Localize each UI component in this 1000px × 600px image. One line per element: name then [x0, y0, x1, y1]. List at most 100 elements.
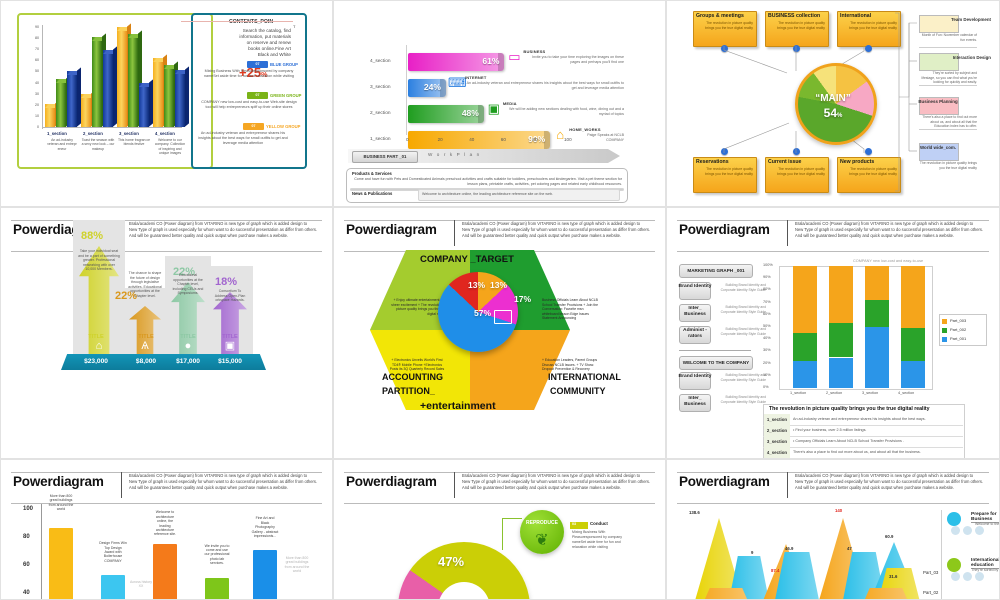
icon-pill-icon: ●: [184, 340, 192, 352]
legend-body-2: An ad-industry veteran and entrepreneur …: [198, 131, 288, 145]
stack-1-2: [829, 266, 853, 324]
legend-divider: [941, 510, 942, 599]
welcome-tag[interactable]: WELCOME TO THE COMPANY: [679, 356, 753, 370]
right-box-3[interactable]: [919, 143, 959, 161]
side-pill-0[interactable]: [679, 282, 711, 300]
table-field-1[interactable]: [418, 189, 620, 201]
slide-thumbnail-hexagon-pie[interactable]: Powerdiagram Brala/academi CO (Power dia…: [333, 207, 666, 459]
legend-name-0: BLUE GROUP: [270, 62, 298, 67]
top-node-1[interactable]: [793, 45, 800, 52]
legend-chip-0: 07: [247, 61, 268, 68]
bottom-box-body-0: The revolution in picture quality brings…: [705, 167, 753, 176]
business-part-tag[interactable]: BUSINESS PART _01: [352, 151, 418, 163]
quadrant-body-2: + Electronics Unveils World's First TD4®…: [389, 358, 445, 372]
side-pill-2[interactable]: [679, 326, 711, 344]
y-tick-0: 100: [23, 506, 34, 512]
brand-subtitle: Brala/academi CO (Power diagram) from VI…: [129, 221, 320, 239]
side-body-4: Building Brand Identity and Corporate Id…: [720, 395, 766, 404]
marketing-tag[interactable]: MARKETING GRAPH _001: [679, 264, 753, 278]
top-node-2[interactable]: [865, 45, 872, 52]
bar-value-2: 24%: [423, 82, 441, 92]
y-tick-0: 90: [35, 25, 39, 29]
pd-header: [11, 220, 322, 252]
bottom-box-2[interactable]: New products The revolution in picture qu…: [837, 157, 901, 193]
x-sub-0: An ad-industry veteran and entrepr eneur: [47, 138, 77, 151]
slide-thumbnail-arrows[interactable]: Powerdiagram Brala/academi CO (Power dia…: [0, 207, 333, 459]
bottom-box-0[interactable]: Reservations The revolution in picture qu…: [693, 157, 757, 193]
y-tick-1: 90%: [763, 275, 771, 280]
slide-thumbnail-horizontal-bars[interactable]: 1_section 90% ⌂ HOME_WORKS Paige Speaks at N…: [333, 0, 666, 207]
side-label-2: Administ - rators: [683, 328, 707, 339]
slide-thumbnail-3d-column[interactable]: 90 80 70 60 50 40 30 20 10 0 1_section An ad-indus…: [0, 0, 333, 207]
icon-title-1: MEDIA: [502, 101, 517, 106]
bottom-box-1[interactable]: Current issue The revolution in picture q…: [765, 157, 829, 193]
badge-chip: [570, 522, 588, 529]
sub-line-2: New Type of graph is used especially for…: [795, 226, 984, 232]
top-box-1[interactable]: BUSINESS collection The revolution in pic…: [765, 11, 829, 47]
right-divider-2: [919, 129, 977, 130]
bar-face: [92, 37, 102, 127]
arrow-title-3: TITLE: [222, 334, 238, 340]
footer-value-0: $23,000: [84, 358, 108, 365]
right-box-1[interactable]: [919, 53, 959, 71]
legend-chip-2: 07: [243, 123, 264, 130]
bar-face: [56, 79, 66, 127]
y-tick-5: 50%: [763, 324, 771, 328]
bar-0-2: [67, 67, 81, 127]
bar-face: [67, 71, 77, 127]
x-sub-2: This home fragran ce blends festive: [117, 138, 151, 147]
highlight-value: +25%: [239, 65, 267, 80]
icon-briefcase-icon: ▭: [508, 49, 521, 64]
bar-face: [139, 82, 149, 127]
hex-footer: +entertainment: [420, 400, 496, 412]
y-tick-8: 20%: [763, 360, 771, 365]
table-body-0: Come and have fun with Pets and Domestic…: [354, 177, 622, 186]
small-note: Across history XX: [130, 580, 152, 589]
table-value-1: • Find your business, over 2.5 million l…: [793, 428, 867, 432]
bar-cap: [477, 105, 484, 123]
y-tick-2: 70: [35, 47, 39, 52]
icon-title-2: INTERNET: [464, 75, 487, 80]
side-pill-4[interactable]: [679, 394, 711, 412]
header-divider: [454, 220, 455, 246]
bottom-box-title-1: Current issue: [768, 159, 802, 165]
cone-value-7: 31.6: [889, 574, 898, 579]
footer-value-2: $17,000: [176, 358, 200, 365]
x-tick-1: 20: [437, 137, 443, 142]
bar-3: 61%: [408, 53, 505, 71]
slide-thumbnail-cones[interactable]: Powerdiagram Brala/academi CO (Power dia…: [666, 459, 1000, 600]
header-divider: [787, 220, 788, 246]
legend-body-1: They're sorted by subject and lifestage,…: [971, 568, 999, 572]
bar-face: [128, 33, 138, 127]
slide-thumbnail-hub-spoke[interactable]: Groups & meetings The revolution in pictu…: [666, 0, 1000, 207]
side-pill-1[interactable]: [679, 304, 711, 322]
stack-1-1: [829, 323, 853, 358]
slide-thumbnail-donut[interactable]: Powerdiagram Brala/academi CO (Power dia…: [333, 459, 666, 600]
bar-1-1: [92, 33, 106, 127]
top-node-0[interactable]: [721, 45, 728, 52]
cone-value-1: 9: [751, 550, 754, 555]
table-key-1: 2_section: [764, 425, 790, 436]
bottom-node-2[interactable]: [865, 148, 872, 155]
top-box-2[interactable]: International The revolution in picture q…: [837, 11, 901, 47]
table-divider-1: [763, 436, 963, 437]
arrow-note-3: Consortium To Address Open-Plan orkspace…: [214, 289, 246, 303]
bottom-node-0[interactable]: [721, 148, 728, 155]
table-title: The revolution in picture quality brings…: [769, 406, 930, 412]
slide-thumbnail-flat-columns[interactable]: Powerdiagram Brala/academi CO (Power dia…: [0, 459, 333, 600]
side-pill-3[interactable]: [679, 372, 711, 390]
bar-0-0: [45, 99, 59, 127]
pd-header: [344, 472, 655, 504]
slide-thumbnail-stacked-columns[interactable]: Powerdiagram Brala/academi CO (Power dia…: [666, 207, 1000, 459]
sub-line-3: And will be guaranteed better quality an…: [795, 232, 955, 238]
right-box-0[interactable]: [919, 15, 959, 33]
right-box-2[interactable]: [919, 97, 959, 115]
bar-note-2: Welcome to architecture online, the lead…: [153, 510, 177, 537]
side-body-2: Building Brand Identity and Corporate Id…: [720, 327, 766, 336]
arrow-note-1: The chance to shape the future of design…: [125, 268, 165, 298]
callout-title: CONTENTS_POIN: [229, 19, 274, 25]
bottom-node-1[interactable]: [793, 148, 800, 155]
bar-2-0: [117, 23, 131, 127]
legend-body-0: Mixing Business With Pleasuresponsored b…: [204, 69, 294, 78]
quadrant-label-2: PARTITION_: [382, 386, 435, 396]
